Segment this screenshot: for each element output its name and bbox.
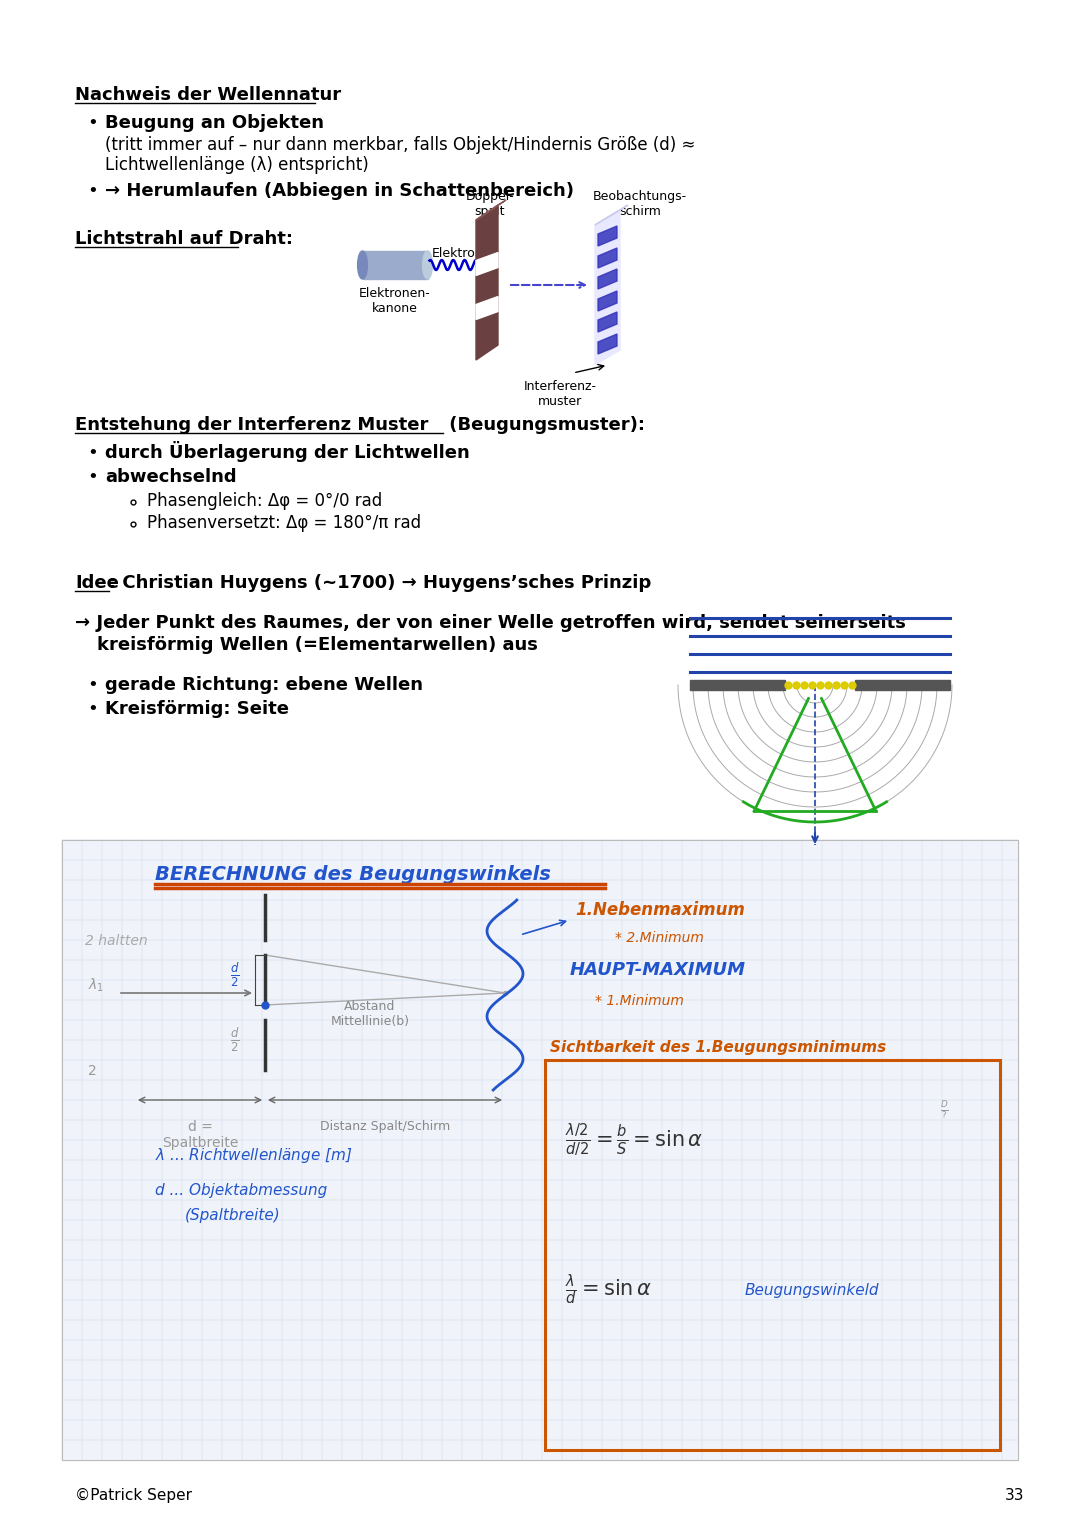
Text: (tritt immer auf – nur dann merkbar, falls Objekt/Hindernis Größe (d) ≈: (tritt immer auf – nur dann merkbar, fal… [105,136,696,154]
Bar [62,840,1018,1460]
Text: durch Überlagerung der Lichtwellen: durch Überlagerung der Lichtwellen [105,441,470,463]
Text: * 2.Minimum: * 2.Minimum [615,931,704,945]
Text: Elektronen-
kanone: Elektronen- kanone [360,287,431,315]
Polygon shape [598,334,617,354]
Text: Elektron: Elektron [432,247,484,260]
Text: $\frac{D}{?}$: $\frac{D}{?}$ [940,1099,948,1121]
Text: Distanz Spalt/Schirm: Distanz Spalt/Schirm [320,1119,450,1133]
Polygon shape [595,205,627,224]
Bar [545,1060,1000,1451]
Text: abwechselnd: abwechselnd [105,467,237,486]
Text: Beugungswinkeld: Beugungswinkeld [745,1283,879,1298]
Polygon shape [595,211,620,365]
Ellipse shape [422,250,432,279]
Text: 1.Nebenmaximum: 1.Nebenmaximum [575,901,745,919]
Polygon shape [598,312,617,331]
Text: HAUPT-MAXIMUM: HAUPT-MAXIMUM [570,960,746,979]
Text: 2: 2 [87,1064,97,1078]
Text: : Christian Huygens (~1700) → Huygens’sches Prinzip: : Christian Huygens (~1700) → Huygens’sc… [109,574,651,592]
Text: gerade Richtung: ebene Wellen: gerade Richtung: ebene Wellen [105,676,423,693]
Text: d =
Spaltbreite: d = Spaltbreite [162,1119,239,1150]
Bar [855,680,950,690]
Polygon shape [476,205,498,360]
Bar [690,680,785,690]
Text: •: • [87,676,98,693]
Text: Doppel-
spalt: Doppel- spalt [465,189,514,218]
Text: → Herumlaufen (Abbiegen in Schattenbereich): → Herumlaufen (Abbiegen in Schattenberei… [105,182,573,200]
Polygon shape [476,296,498,319]
Text: $\frac{\lambda}{d} = \sin\alpha$: $\frac{\lambda}{d} = \sin\alpha$ [565,1272,652,1307]
Text: Lichtstrahl auf Draht:: Lichtstrahl auf Draht: [75,231,293,247]
Bar [62,840,1018,1460]
Text: Entstehung der Interferenz Muster: Entstehung der Interferenz Muster [75,415,429,434]
Polygon shape [598,269,617,289]
Text: Phasengleich: Δφ = 0°/0 rad: Phasengleich: Δφ = 0°/0 rad [147,492,382,510]
Text: Lichtwellenlänge (λ) entspricht): Lichtwellenlänge (λ) entspricht) [105,156,368,174]
Text: •: • [87,115,98,131]
Text: Beugung an Objekten: Beugung an Objekten [105,115,324,131]
Text: → Jeder Punkt des Raumes, der von einer Welle getroffen wird, sendet seinerseits: → Jeder Punkt des Raumes, der von einer … [75,614,906,632]
Polygon shape [598,247,617,269]
Text: Sichtbarkeit des 1.Beugungsminimums: Sichtbarkeit des 1.Beugungsminimums [550,1040,887,1055]
Text: kreisförmig Wellen (=Elementarwellen) aus: kreisförmig Wellen (=Elementarwellen) au… [97,637,538,654]
Bar [363,250,428,279]
Text: •: • [87,467,98,486]
Text: ©Patrick Seper: ©Patrick Seper [75,1487,192,1503]
Polygon shape [598,292,617,312]
Text: (Beugungsmuster):: (Beugungsmuster): [443,415,645,434]
Text: (Spaltbreite): (Spaltbreite) [185,1208,281,1223]
Text: Beobachtungs-
schirm: Beobachtungs- schirm [593,189,687,218]
Polygon shape [476,200,507,220]
Text: $\lambda_1$: $\lambda_1$ [87,977,104,994]
Text: Idee: Idee [75,574,119,592]
Text: 33: 33 [1005,1487,1025,1503]
Text: $\lambda$ ... Richtwellenlänge [m]: $\lambda$ ... Richtwellenlänge [m] [156,1145,352,1165]
Text: Phasenversetzt: Δφ = 180°/π rad: Phasenversetzt: Δφ = 180°/π rad [147,515,421,531]
Polygon shape [476,252,498,275]
Polygon shape [598,226,617,246]
Ellipse shape [357,250,367,279]
Text: $\frac{d}{2}$: $\frac{d}{2}$ [230,1026,240,1054]
Text: BERECHNUNG des Beugungswinkels: BERECHNUNG des Beugungswinkels [156,864,551,884]
Text: Nachweis der Wellennatur: Nachweis der Wellennatur [75,86,341,104]
Text: * 1.Minimum: * 1.Minimum [595,994,684,1008]
Text: 2 haltten: 2 haltten [85,935,148,948]
Text: Abstand
Mittellinie(b): Abstand Mittellinie(b) [330,1000,409,1028]
Text: Interferenz-
muster: Interferenz- muster [524,380,596,408]
Text: d ... Objektabmessung: d ... Objektabmessung [156,1183,327,1199]
Text: •: • [87,182,98,200]
Text: •: • [87,699,98,718]
Text: •: • [87,444,98,463]
Text: $\frac{d}{2}$: $\frac{d}{2}$ [230,960,240,989]
Text: Kreisförmig: Seite: Kreisförmig: Seite [105,699,289,718]
Text: $\frac{\lambda/2}{d/2} = \frac{b}{S} = \sin\alpha$: $\frac{\lambda/2}{d/2} = \frac{b}{S} = \… [565,1122,703,1159]
